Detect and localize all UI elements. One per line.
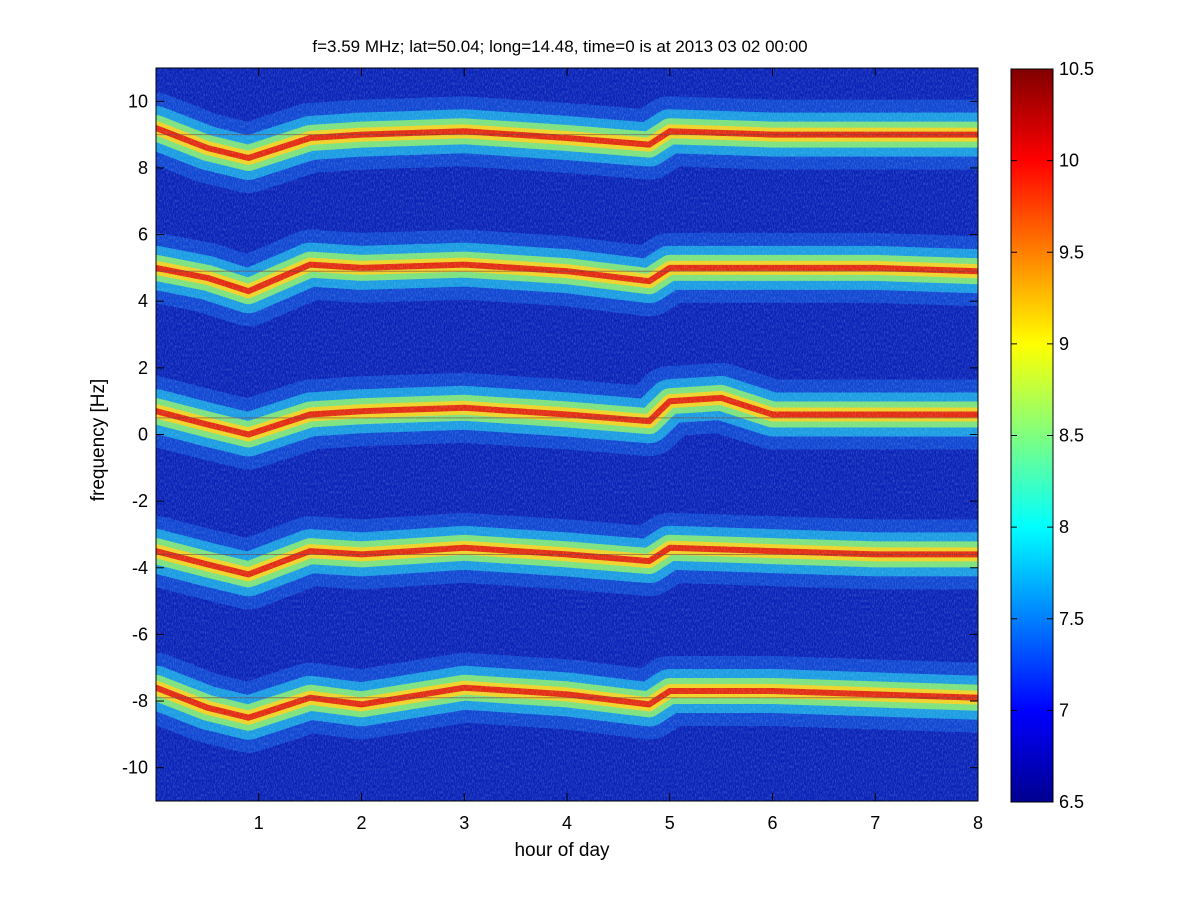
colorbar-gradient <box>1010 68 1054 803</box>
x-axis-label: hour of day <box>514 840 610 861</box>
y-tick-label: 4 <box>138 291 148 311</box>
y-tick-label: -10 <box>122 758 148 778</box>
y-tick-label: 2 <box>138 358 148 378</box>
noise-texture <box>156 68 978 801</box>
y-tick-label: 10 <box>128 91 148 111</box>
chart-title: f=3.59 MHz; lat=50.04; long=14.48, time=… <box>312 37 807 56</box>
colorbar-tick-label: 7 <box>1059 700 1069 720</box>
colorbar-tick-label: 10.5 <box>1059 59 1094 79</box>
x-tick-label: 2 <box>356 813 366 833</box>
colorbar-tick-label: 7.5 <box>1059 609 1084 629</box>
colorbar-tick-label: 9 <box>1059 334 1069 354</box>
y-tick-label: -6 <box>132 624 148 644</box>
y-tick-label: 6 <box>138 225 148 245</box>
colorbar-tick-label: 6.5 <box>1059 792 1084 812</box>
y-axis-label: frequency [Hz] <box>88 379 109 502</box>
colorbar-tick-label: 9.5 <box>1059 242 1084 262</box>
plot-area <box>155 67 979 802</box>
x-tick-label: 6 <box>767 813 777 833</box>
colorbar-tick-label: 10 <box>1059 151 1079 171</box>
y-tick-label: -2 <box>132 491 148 511</box>
y-tick-label: -4 <box>132 558 148 578</box>
x-tick-label: 1 <box>254 813 264 833</box>
y-tick-label: 8 <box>138 158 148 178</box>
x-axis: 1 2 3 4 5 6 7 8 <box>254 68 983 833</box>
title-group: f=3.59 MHz; lat=50.04; long=14.48, time=… <box>312 37 807 56</box>
x-tick-label: 5 <box>665 813 675 833</box>
x-tick-label: 3 <box>459 813 469 833</box>
colorbar-tick-label: 8 <box>1059 517 1069 537</box>
y-tick-label: 0 <box>138 425 148 445</box>
x-tick-label: 8 <box>973 813 983 833</box>
x-tick-label: 7 <box>870 813 880 833</box>
colorbar-ticks: 6.5 7 7.5 8 8.5 9 9.5 10 10.5 <box>1011 59 1094 812</box>
colorbar: 6.5 7 7.5 8 8.5 9 9.5 10 10.5 <box>1010 59 1094 812</box>
y-tick-label: -8 <box>132 691 148 711</box>
colorbar-tick-label: 8.5 <box>1059 426 1084 446</box>
x-tick-label: 4 <box>562 813 572 833</box>
y-axis: -10 -8 -6 -4 -2 0 2 4 6 8 10 <box>122 91 978 778</box>
